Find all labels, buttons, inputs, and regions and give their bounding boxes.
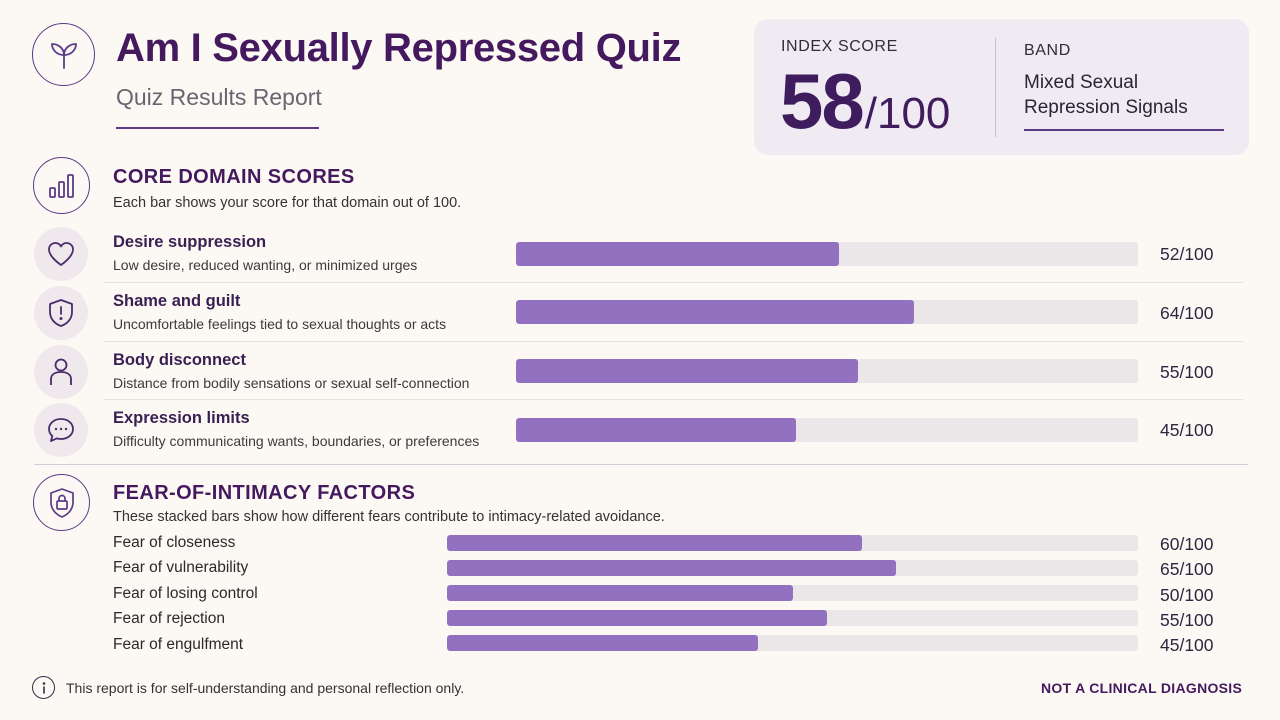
fear-factor-score: 65/100 — [1160, 559, 1214, 579]
fear-factor-name: Fear of losing control — [113, 585, 258, 602]
band-underline — [1024, 129, 1224, 131]
fear-factor-score: 50/100 — [1160, 585, 1214, 605]
heart-icon — [34, 227, 88, 281]
fear-bar-fill — [447, 635, 758, 651]
index-score-value: 58/100 — [780, 56, 950, 147]
domain-name: Shame and guilt — [113, 292, 241, 310]
fear-factor-name: Fear of engulfment — [113, 636, 244, 653]
fear-factor-name: Fear of rejection — [113, 610, 225, 627]
score-card-divider — [995, 38, 996, 137]
index-score-number: 58 — [780, 57, 865, 145]
shield-lock-icon — [33, 474, 90, 531]
domain-bar-track — [516, 359, 1138, 383]
fear-factor-score: 55/100 — [1160, 610, 1214, 630]
domain-name: Desire suppression — [113, 233, 267, 251]
chat-bubble-icon — [34, 403, 88, 457]
row-divider — [104, 399, 1243, 400]
title-underline — [116, 127, 319, 129]
row-divider — [104, 341, 1243, 342]
fear-bar-track — [447, 585, 1138, 601]
domain-bar-fill — [516, 359, 859, 383]
domain-score: 45/100 — [1160, 420, 1214, 440]
index-score-label: INDEX SCORE — [781, 38, 898, 55]
domain-description: Low desire, reduced wanting, or minimize… — [113, 257, 418, 273]
domain-bar-track — [516, 418, 1138, 442]
domain-name: Body disconnect — [113, 351, 246, 369]
fear-factor-name: Fear of vulnerability — [113, 559, 249, 576]
clinical-disclaimer: NOT A CLINICAL DIAGNOSIS — [1041, 680, 1243, 696]
domain-score: 64/100 — [1160, 303, 1214, 323]
index-score-card — [754, 19, 1249, 155]
section-divider — [34, 464, 1248, 465]
domain-bar-fill — [516, 418, 796, 442]
domain-description: Distance from bodily sensations or sexua… — [113, 375, 470, 391]
sprout-icon — [32, 23, 95, 86]
bar-chart-icon — [33, 157, 90, 214]
fear-section-description: These stacked bars show how different fe… — [113, 509, 665, 525]
domain-bar-track — [516, 242, 1138, 266]
index-score-max: /100 — [864, 89, 951, 138]
fear-factor-score: 60/100 — [1160, 534, 1214, 554]
domain-bar-fill — [516, 300, 915, 324]
fear-bar-track — [447, 560, 1138, 576]
shield-alert-icon — [34, 286, 88, 340]
info-icon — [32, 676, 55, 699]
band-value: Mixed Sexual Repression Signals — [1024, 72, 1188, 118]
domain-description: Difficulty communicating wants, boundari… — [113, 433, 480, 449]
footer-note: This report is for self-understanding an… — [66, 680, 465, 696]
band-label: BAND — [1024, 42, 1071, 59]
domain-bar-fill — [516, 242, 840, 266]
fear-factor-score: 45/100 — [1160, 635, 1214, 655]
domain-score: 52/100 — [1160, 244, 1214, 264]
core-section-description: Each bar shows your score for that domai… — [113, 195, 462, 211]
page-subtitle: Quiz Results Report — [116, 84, 322, 110]
fear-bar-track — [447, 535, 1138, 551]
domain-description: Uncomfortable feelings tied to sexual th… — [113, 316, 447, 332]
core-section-title: CORE DOMAIN SCORES — [113, 166, 355, 188]
fear-factor-name: Fear of closeness — [113, 534, 236, 551]
row-divider — [104, 282, 1243, 283]
fear-bar-fill — [447, 585, 793, 601]
person-icon — [34, 345, 88, 399]
fear-bar-fill — [447, 535, 862, 551]
fear-section-title: FEAR-OF-INTIMACY FACTORS — [113, 482, 416, 504]
fear-bar-track — [447, 635, 1138, 651]
page-title: Am I Sexually Repressed Quiz — [116, 26, 682, 70]
fear-bar-fill — [447, 560, 897, 576]
fear-bar-track — [447, 610, 1138, 626]
domain-score: 55/100 — [1160, 362, 1214, 382]
domain-name: Expression limits — [113, 409, 250, 427]
fear-bar-fill — [447, 610, 828, 626]
domain-bar-track — [516, 300, 1138, 324]
